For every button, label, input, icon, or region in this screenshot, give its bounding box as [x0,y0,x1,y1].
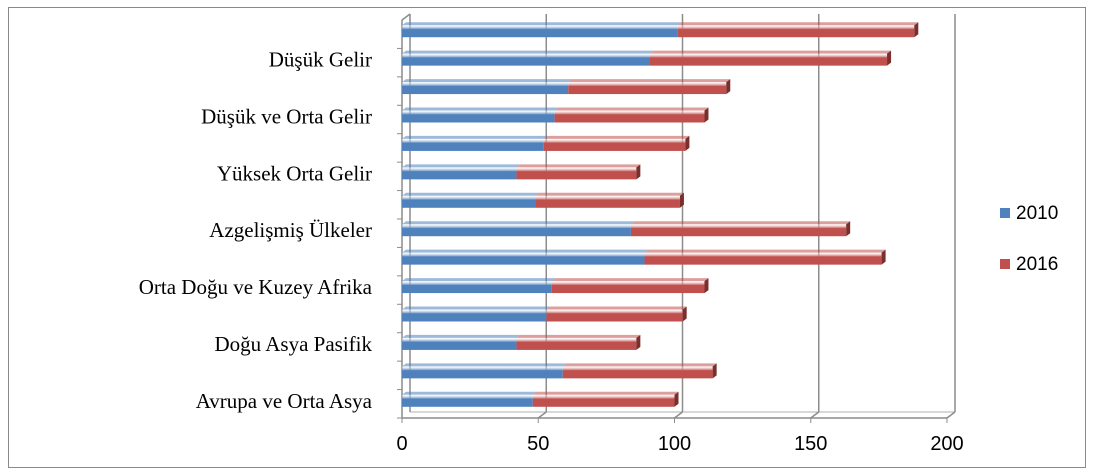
gridline-floor-50 [537,411,547,419]
legend-swatch-2016 [1000,259,1010,269]
bar-2016-top [677,22,919,26]
bar-2010 [402,53,650,66]
category-label: Azgelişmiş Ülkeler [209,218,372,242]
bar-end-cap [726,79,731,95]
bar-2010-top [402,363,567,367]
bar-end-cap [712,363,717,379]
bar-2010-top [402,22,682,26]
bar-end-cap [846,221,851,237]
category-label: Düşük Gelir [269,48,372,72]
gridline-floor-100 [674,411,683,419]
bar-2010 [402,82,569,95]
bar-2016 [562,366,713,379]
bar-2016-top [532,391,679,395]
bar-2016-top [630,221,851,225]
bar-2010-top [402,164,521,168]
bar-end-cap [914,22,919,38]
bar-2010 [402,252,645,265]
bar-2016 [546,309,683,322]
bar-2016-top [543,135,690,139]
bar-2016-top [516,164,641,168]
bar-2016-top [554,107,709,111]
bar-2016 [535,195,680,208]
gridline-floor-200 [946,411,956,419]
bar-2010-top [402,107,559,111]
bar-2010-top [402,192,540,196]
bar-2016 [649,53,888,66]
bar-2016-top [535,192,684,196]
bar-2016-top [562,363,717,367]
bar-2010 [402,110,555,123]
x-tick-label-100: 100 [658,433,691,455]
bar-2016 [551,281,705,294]
category-label: Doğu Asya Pasifik [215,332,373,356]
bar-2010 [402,366,563,379]
bar-2016 [554,110,705,123]
bar-2016 [568,82,727,95]
bar-2016-top [546,306,687,310]
bar-2016 [532,394,675,407]
category-label: Düşük ve Orta Gelir [201,105,372,129]
bar-2016 [677,25,915,38]
x-tick-label-50: 50 [527,433,549,455]
bar-end-cap [636,164,641,180]
bar-2010-top [402,135,548,139]
legend-label-2010: 2010 [1016,203,1058,224]
bar-2010 [402,224,631,237]
bar-end-cap [682,306,687,322]
bar-2010 [402,394,533,407]
bar-2010-top [402,278,556,282]
bar-end-cap [887,50,892,66]
bar-2010 [402,195,536,208]
bar-2010 [402,138,544,151]
bar-2016 [516,167,637,180]
bar-2016 [644,252,882,265]
x-tick-label-0: 0 [396,433,407,455]
bar-2010 [402,281,552,294]
bar-2016 [543,138,686,151]
bar-2016-top [568,79,731,83]
bar-2010-top [402,79,573,83]
bar-2010-top [402,50,654,54]
bar-end-cap [704,107,709,123]
legend-label-2016: 2016 [1016,254,1058,275]
left-wall-top-edge [401,13,411,21]
bar-2010-top [402,249,649,253]
gridline-floor-150 [810,411,820,419]
bar-end-cap [704,278,709,294]
bar-2016 [516,337,637,350]
bar-2010 [402,167,517,180]
category-label: Avrupa ve Orta Asya [196,389,373,413]
category-label: Yüksek Orta Gelir [217,161,372,185]
x-tick-label-150: 150 [794,433,827,455]
bar-2010-top [402,306,551,310]
bar-2016-top [551,278,709,282]
bar-2010-top [402,221,635,225]
bar-2016-top [644,249,886,253]
bar-2016 [630,224,847,237]
bar-end-cap [636,334,641,350]
category-label: Orta Doğu ve Kuzey Afrika [139,275,373,299]
legend-swatch-2010 [1000,208,1010,218]
bar-2016-top [516,334,641,338]
bar-2016-top [649,50,892,54]
bar-2010 [402,309,547,322]
bar-end-cap [679,192,684,208]
bar-2010 [402,25,678,38]
bar-end-cap [674,391,679,407]
bar-2010-top [402,391,537,395]
bar-2010 [402,337,517,350]
bar-end-cap [881,249,886,265]
x-tick-label-200: 200 [930,433,963,455]
bar-2010-top [402,334,521,338]
bar-end-cap [685,135,690,151]
